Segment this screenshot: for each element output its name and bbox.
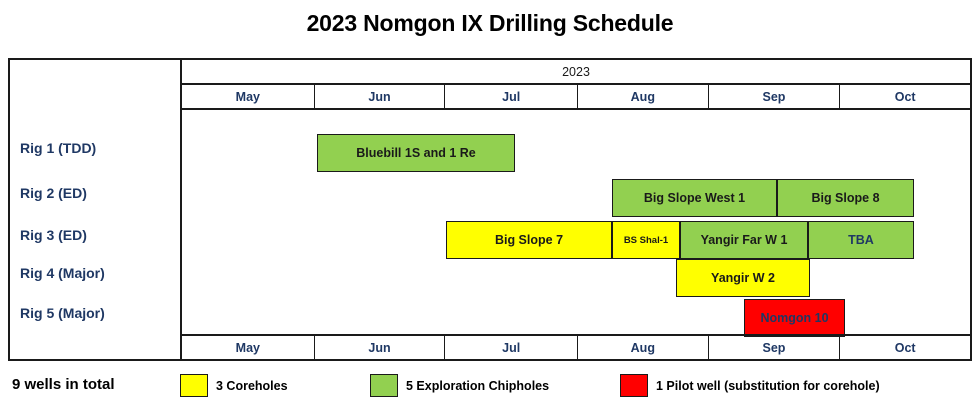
legend-item-2: 5 Exploration Chipholes <box>370 374 549 397</box>
gantt-bar[interactable]: BS Shal-1 <box>612 221 680 259</box>
legend-item-1: 3 Coreholes <box>180 374 288 397</box>
month-header-top: May Jun Jul Aug Sep Oct <box>182 85 970 110</box>
legend-label-3: 1 Pilot well (substitution for corehole) <box>656 378 880 393</box>
legend-total-label: 9 wells in total <box>12 376 115 393</box>
gantt-bar-label: Big Slope 8 <box>811 191 880 205</box>
legend-label-2: 5 Exploration Chipholes <box>406 378 550 393</box>
gantt-bar[interactable]: Bluebill 1S and 1 Re <box>317 134 515 172</box>
rig-label-1: Rig 1 (TDD) <box>20 140 97 156</box>
legend-swatch-2 <box>370 374 398 397</box>
gantt-bar-label: Bluebill 1S and 1 Re <box>356 146 476 160</box>
gantt-bar-label: Nomgon 10 <box>760 311 829 325</box>
timeline-area: 2023 May Jun Jul Aug Sep Oct Bluebill 1S and … <box>182 60 970 359</box>
legend-swatch-1 <box>180 374 208 397</box>
gantt-bar[interactable]: Yangir W 2 <box>676 259 810 297</box>
rig-label-4: Rig 4 (Major) <box>20 265 105 281</box>
month-cell-jul-top: Jul <box>445 85 578 108</box>
gantt-bar-label: Big Slope 7 <box>494 233 564 247</box>
month-cell-oct-bottom: Oct <box>894 340 916 355</box>
gantt-bar[interactable]: Big Slope West 1 <box>612 179 777 217</box>
month-cell-jun-bottom: Jun <box>315 336 446 359</box>
gantt-bar[interactable]: Nomgon 10 <box>744 299 845 337</box>
gantt-bar[interactable]: Yangir Far W 1 <box>680 221 808 259</box>
gantt-bar-label: Yangir Far W 1 <box>700 233 788 247</box>
gantt-bar[interactable]: Big Slope 8 <box>777 179 914 217</box>
year-header: 2023 <box>182 60 970 85</box>
month-cell-sep-top: Sep <box>709 85 841 108</box>
gantt-bar-label: Yangir W 2 <box>711 271 775 285</box>
month-cell-oct-top: Oct <box>894 89 916 104</box>
month-cell-may-top: May <box>182 85 315 108</box>
gantt-bar-label: TBA <box>848 233 874 247</box>
month-header-bottom: May Jun Jul Aug Sep Oct <box>182 334 970 359</box>
gantt-plot-area: Bluebill 1S and 1 Re Big Slope West 1 Big … <box>182 110 970 337</box>
rig-label-5: Rig 5 (Major) <box>20 305 105 321</box>
page-title: 2023 Nomgon IX Drilling Schedule <box>306 10 674 36</box>
gantt-bar-label: Big Slope West 1 <box>643 191 746 205</box>
gantt-bar[interactable]: TBA <box>808 221 914 259</box>
gantt-bar[interactable]: Big Slope 7 <box>446 221 612 259</box>
month-cell-jul-bottom: Jul <box>445 336 578 359</box>
month-cell-sep-bottom: Sep <box>709 336 841 359</box>
rig-label-column: Rig 1 (TDD) Rig 2 (ED) Rig 3 (ED) Rig 4 (Ma… <box>10 60 182 359</box>
rig-label-3: Rig 3 (ED) <box>20 227 87 243</box>
month-cell-aug-top: Aug <box>578 85 709 108</box>
legend: 9 wells in total 3 Coreholes 5 Exploratio… <box>0 368 980 408</box>
month-cell-may-bottom: May <box>182 336 315 359</box>
legend-swatch-3 <box>620 374 648 397</box>
legend-item-3: 1 Pilot well (substitution for corehole) <box>620 374 880 397</box>
month-cell-jun-top: Jun <box>315 85 446 108</box>
month-cell-aug-bottom: Aug <box>578 336 709 359</box>
legend-label-1: 3 Coreholes <box>216 378 288 393</box>
gantt-bar-label: BS Shal-1 <box>623 234 669 246</box>
rig-label-2: Rig 2 (ED) <box>20 185 87 201</box>
schedule-table: Rig 1 (TDD) Rig 2 (ED) Rig 3 (ED) Rig 4 (Ma… <box>8 58 972 361</box>
